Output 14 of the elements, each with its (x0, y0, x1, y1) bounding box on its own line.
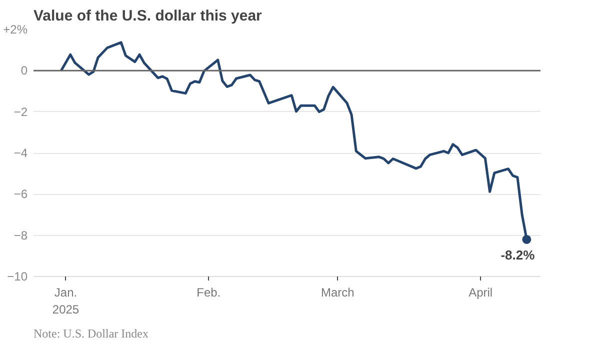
y-tick-label: +2% (3, 22, 28, 36)
chart-title: Value of the U.S. dollar this year (34, 8, 262, 24)
text: Note: U.S. Dollar Index (34, 326, 148, 340)
x-tick-label: Feb. (196, 286, 221, 300)
x-tick-label: Jan. 2025 (52, 286, 80, 316)
annotation: -8.2% (500, 247, 536, 262)
y-tick-label: 0 (20, 64, 28, 78)
y-tick-label: −8 (14, 228, 28, 242)
y-tick-label: −2 (14, 104, 28, 119)
y-tick-label: −10 (7, 270, 28, 284)
x-tick-label: March (321, 286, 354, 300)
y-tick-label: −4 (14, 146, 28, 160)
x-tick-label: April (468, 286, 493, 300)
y-tick-label: −6 (14, 187, 28, 202)
